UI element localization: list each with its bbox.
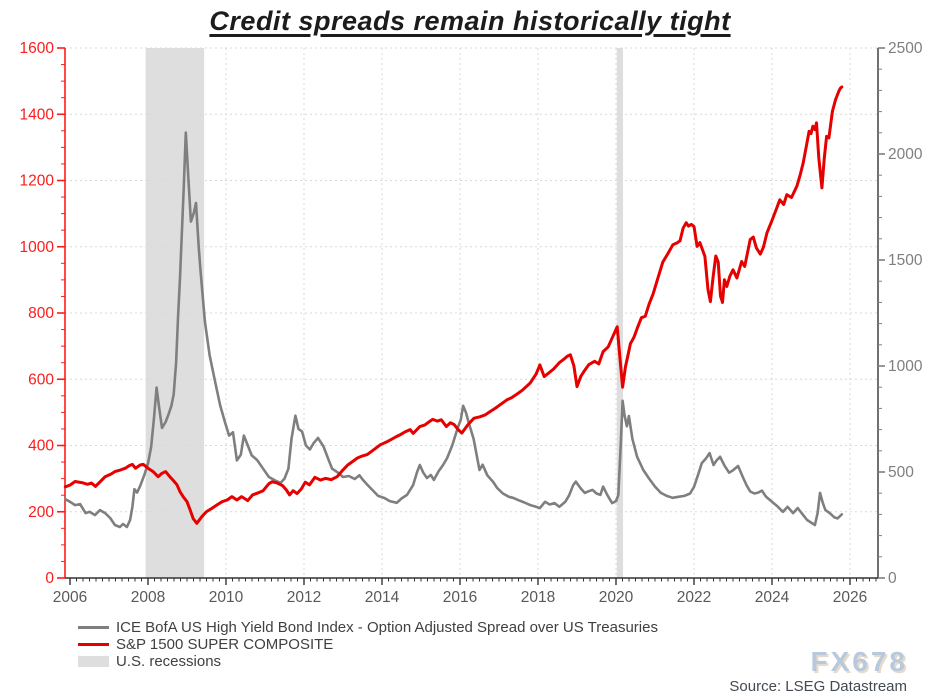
left-axis-tick-label: 800 [28, 305, 54, 322]
left-axis-tick-label: 400 [28, 438, 54, 455]
x-axis-tick-label: 2014 [365, 589, 400, 606]
legend-item-hy-spread: ICE BofA US High Yield Bond Index - Opti… [78, 619, 658, 636]
chart-title: Credit spreads remain historically tight [0, 6, 940, 37]
left-axis-tick-label: 0 [45, 570, 54, 587]
x-axis-tick-label: 2026 [833, 589, 867, 606]
left-axis-tick-label: 600 [28, 371, 54, 388]
right-axis: 0 500 1000 1500 2000 2500 [877, 40, 923, 587]
x-axis-tick-label: 2020 [599, 589, 634, 606]
x-axis-tick-label: 2024 [755, 589, 790, 606]
series-hy-oas-line [64, 131, 844, 529]
watermark: FX678 [810, 646, 908, 677]
red-line-swatch-icon [78, 643, 109, 646]
x-axis-tick-label: 2016 [443, 589, 477, 606]
left-axis-tick-label: 1600 [20, 40, 55, 57]
legend-label: U.S. recessions [116, 653, 222, 670]
chart-title-text: Credit spreads remain historically tight [209, 6, 731, 36]
x-axis-tick-label: 2010 [209, 589, 244, 606]
left-axis-tick-label: 1000 [20, 239, 55, 256]
x-axis-tick-label: 2018 [521, 589, 555, 606]
left-axis-tick-label: 200 [28, 504, 54, 521]
right-axis-tick-label: 1000 [888, 358, 923, 375]
right-axis-tick-label: 500 [888, 464, 914, 481]
left-axis-tick-label: 1400 [20, 106, 55, 123]
x-axis-tick-label: 2022 [677, 589, 711, 606]
left-axis-tick-label: 1200 [20, 173, 55, 190]
gray-line-swatch-icon [78, 626, 109, 629]
right-axis-tick-label: 2500 [888, 40, 923, 57]
legend-item-recessions: U.S. recessions [78, 653, 658, 670]
legend-label: ICE BofA US High Yield Bond Index - Opti… [116, 619, 658, 636]
x-axis-tick-label: 2008 [131, 589, 165, 606]
x-axis-tick-label: 2012 [287, 589, 321, 606]
right-axis-tick-label: 0 [888, 570, 897, 587]
legend-item-sp1500: S&P 1500 SUPER COMPOSITE [78, 636, 658, 653]
right-axis-tick-label: 2000 [888, 146, 923, 163]
x-axis-tick-label: 2006 [53, 589, 87, 606]
legend: ICE BofA US High Yield Bond Index - Opti… [78, 619, 658, 670]
legend-label: S&P 1500 SUPER COMPOSITE [116, 636, 334, 653]
gridlines [65, 47, 878, 578]
recession-band-swatch-icon [78, 656, 109, 667]
source-note: Source: LSEG Datastream [729, 678, 907, 695]
x-axis: 2006 2008 2010 2012 2014 2016 2018 2020 2022 2024… [53, 577, 878, 606]
right-axis-tick-label: 1500 [888, 252, 923, 269]
series-sp1500-line [63, 85, 844, 525]
left-axis: 0 200 400 600 800 1000 1200 1400 1600 [20, 40, 66, 587]
